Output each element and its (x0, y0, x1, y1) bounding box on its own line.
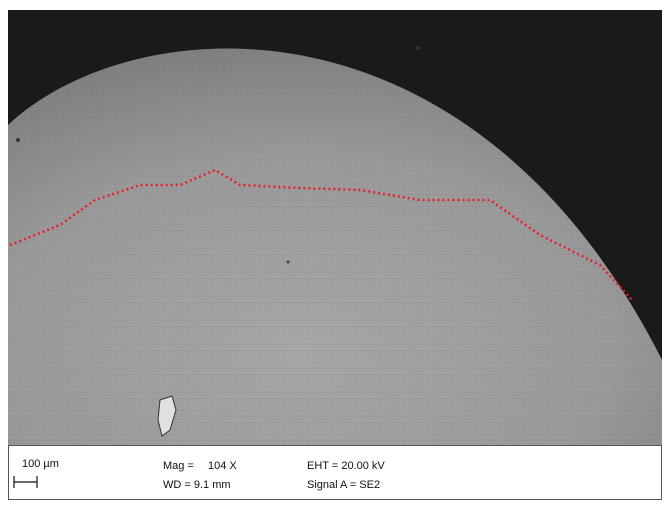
speck (286, 260, 290, 264)
scale-bar (13, 476, 38, 488)
eht: EHT = 20.00 kV (307, 460, 385, 472)
mag-label: Mag = (163, 460, 194, 472)
mag-value: 104 X (208, 460, 237, 472)
scale-label: 100 µm (22, 458, 59, 470)
particle (157, 395, 177, 437)
signal: Signal A = SE2 (307, 479, 380, 491)
sphere-texture (8, 48, 662, 446)
speck (416, 46, 420, 50)
boundary-line (9, 168, 633, 301)
info-bar (8, 445, 662, 500)
speck (16, 138, 20, 142)
wd: WD = 9.1 mm (163, 479, 231, 491)
